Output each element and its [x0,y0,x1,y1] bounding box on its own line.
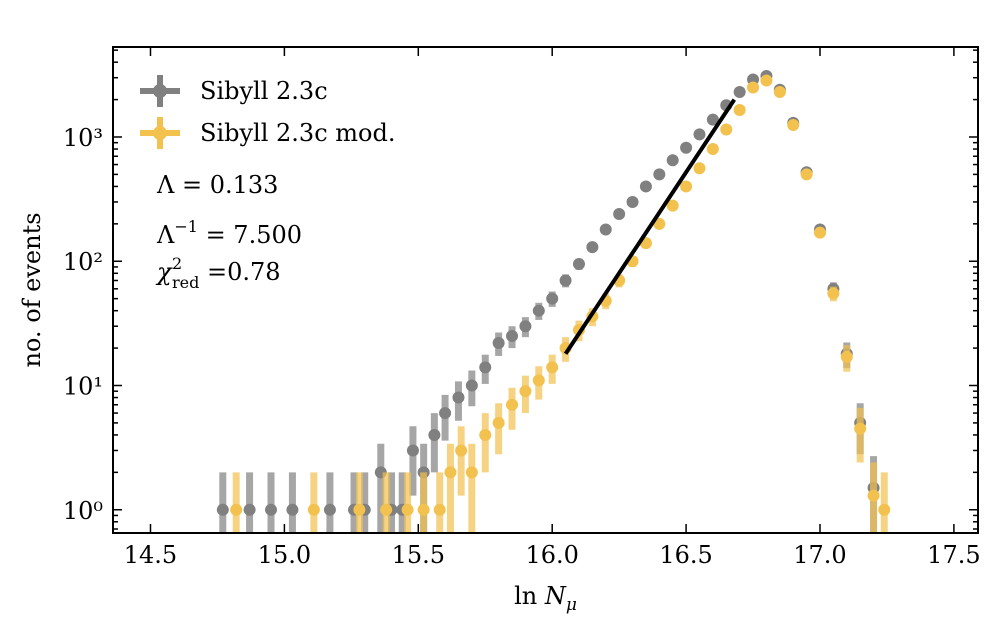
data-point [599,223,612,236]
data-point [693,162,706,175]
data-point [506,398,519,411]
data-point [243,503,256,516]
data-point [307,503,320,516]
y-tick-label: 10² [63,248,103,276]
x-tick-label: 14.5 [124,541,177,569]
data-point [519,320,532,333]
y-tick-label: 10⁰ [63,497,103,525]
data-point [417,503,430,516]
annotation-base: χ [155,258,173,286]
data-point [452,391,465,404]
data-point [546,292,559,305]
legend-label: Sibyll 2.3c mod. [200,119,395,147]
data-point [706,113,719,126]
annotation-base: Λ [156,221,175,249]
data-point [532,304,545,317]
data-point [813,226,826,239]
data-point [878,503,891,516]
data-point [733,103,746,116]
data-point [639,180,652,193]
legend-label: Sibyll 2.3c [200,77,328,105]
data-point [572,258,585,271]
data-point [666,199,679,212]
data-point [693,128,706,141]
x-axis-label: ln Nμ [514,582,577,615]
x-label-prefix: ln [514,582,545,610]
x-label-sub: μ [566,595,577,615]
annotation-rest: = 7.500 [198,221,302,249]
data-point [854,422,867,435]
data-point [230,503,243,516]
annotation-rest: = 0.133 [174,171,278,199]
data-point [773,86,786,99]
x-tick-label: 17.0 [793,541,846,569]
data-point [492,416,505,429]
data-point [733,86,746,99]
annotation: Λ = 0.133 [156,171,278,199]
annotation: Λ−1 = 7.500 [156,217,302,249]
data-point [867,489,880,502]
data-point [406,444,419,457]
data-point [444,466,457,479]
data-point [787,118,800,131]
data-point [747,81,760,94]
data-point [706,143,719,156]
data-point [680,141,693,154]
annotation-sub: red [172,273,199,292]
data-point [827,287,840,300]
annotation-sup: 2 [172,254,182,273]
annotation: χ2 red =0.78 [155,254,281,292]
data-point [720,123,733,136]
y-tick-label: 10³ [63,124,103,152]
annotation-base: Λ [156,171,175,199]
y-axis-label: no. of events [18,212,46,367]
data-point [653,168,666,181]
data-point [559,274,572,287]
legend-marker [153,84,167,98]
data-point [519,385,532,398]
data-point [666,154,679,167]
x-tick-label: 16.0 [525,541,578,569]
data-point [492,336,505,349]
plot-frame [112,46,979,534]
data-point [760,74,773,87]
annotation-sup: −1 [174,217,198,236]
fit-line [563,98,736,355]
data-point [680,180,693,193]
data-point [613,208,626,221]
data-point [380,503,393,516]
data-point [433,503,446,516]
data-point [506,330,519,343]
data-point [840,350,853,363]
data-point [323,503,336,516]
data-point [265,503,278,516]
data-point [286,503,299,516]
data-point [479,428,492,441]
data-point [532,374,545,387]
x-tick-label: 16.5 [659,541,712,569]
data-point [465,466,478,479]
plot-area [216,69,891,533]
data-point [353,503,366,516]
data-point [586,241,599,254]
data-point [479,361,492,374]
y-tick-label: 10¹ [63,373,103,401]
data-point [800,168,813,181]
data-point [455,444,468,457]
annotation-rest: =0.78 [199,258,280,286]
x-label-italic: N [544,582,567,610]
data-point [428,428,441,441]
data-point [216,503,229,516]
legend-marker [153,126,167,140]
data-point [401,503,414,516]
x-tick-label: 15.5 [392,541,445,569]
data-point [653,217,666,230]
data-point [626,195,639,208]
x-tick-label: 17.5 [927,541,980,569]
data-point [546,361,559,374]
data-point [439,407,452,420]
x-tick-label: 15.0 [258,541,311,569]
data-point [465,379,478,392]
